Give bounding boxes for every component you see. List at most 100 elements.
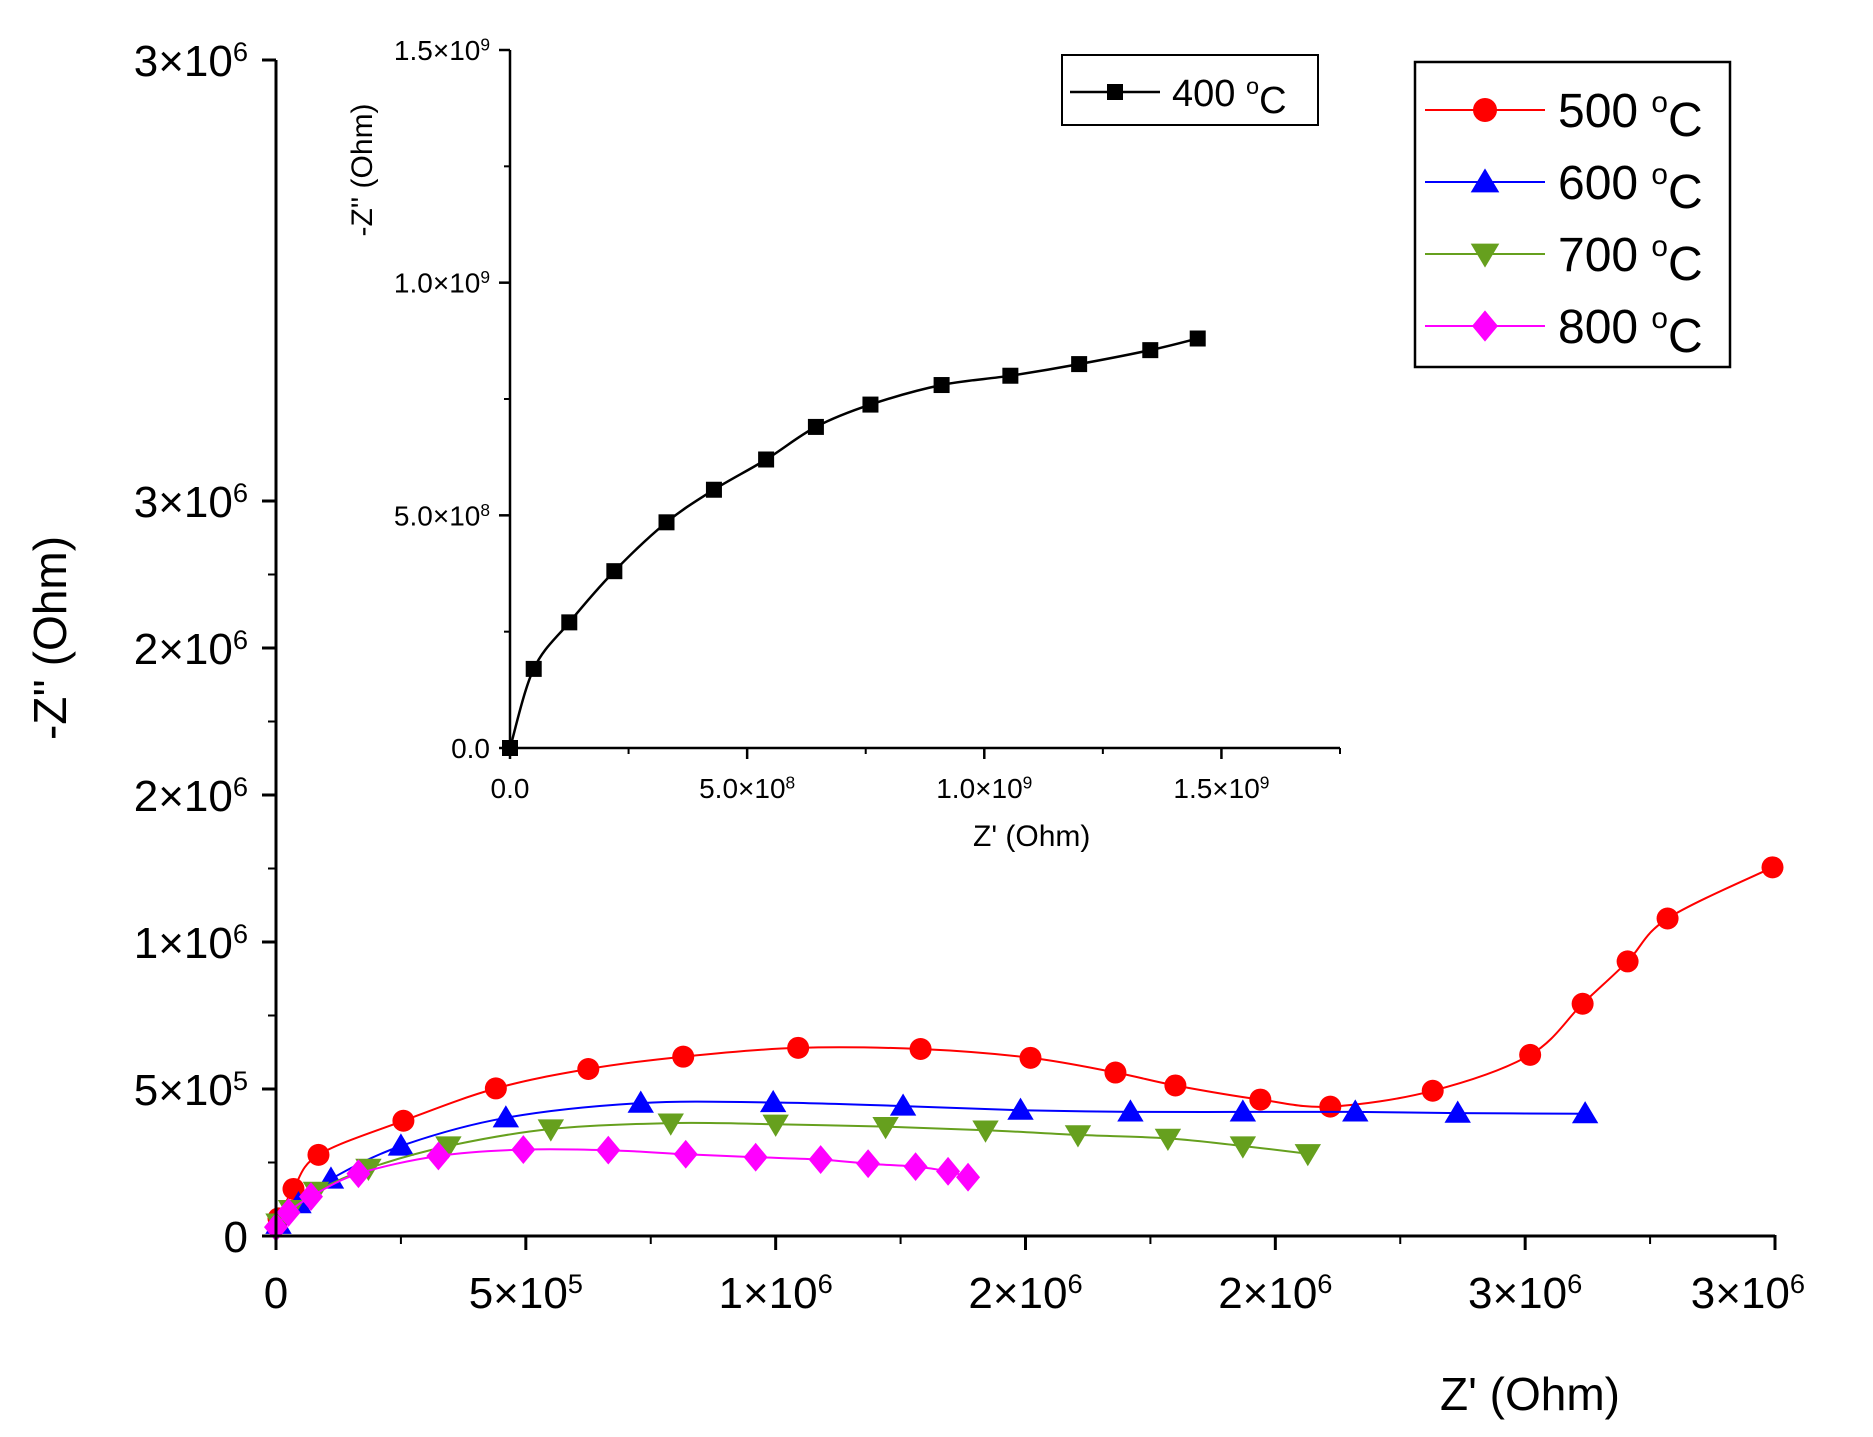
data-point-800 — [298, 1182, 323, 1212]
inset-x-tick-label: 1.0×109 — [936, 772, 1032, 804]
data-point-500 — [1164, 1074, 1187, 1097]
data-point-500 — [1249, 1088, 1272, 1111]
inset-data-point-400 — [758, 451, 775, 468]
data-point-600 — [1007, 1097, 1034, 1120]
inset-y-tick-label: 0.0 — [451, 733, 490, 764]
main-ticks: 0 5×105 1×106 2×106 2×106 3×106 3×106 0 5×105 1×1… — [134, 36, 1805, 1318]
data-point-500 — [909, 1038, 932, 1061]
inset-x-tick-label: 1.5×109 — [1173, 772, 1269, 804]
inset-data-point-400 — [1189, 330, 1206, 347]
y-tick-label: 1×106 — [134, 918, 248, 968]
legend-label-600: 600 oC — [1558, 157, 1703, 219]
inset-axes — [508, 50, 1340, 750]
x-tick-label: 5×105 — [469, 1268, 583, 1318]
data-point-500 — [1421, 1079, 1444, 1102]
data-point-800 — [808, 1145, 833, 1174]
legend-marker-600 — [1470, 168, 1500, 193]
y-tick-label: 2×106 — [134, 771, 248, 821]
inset-data-point-400 — [658, 514, 675, 531]
main-plot: 0 5×105 1×106 2×106 2×106 3×106 3×106 0 5×105 1×1… — [134, 36, 1805, 1318]
inset-x-tick-label: 5.0×108 — [699, 772, 795, 804]
inset-x-tick-label: 0.0 — [491, 773, 530, 804]
inset-plot: 0.0 5.0×108 1.0×109 1.5×109 0.0 5.0×108 1.0×10… — [394, 34, 1341, 804]
inset-legend-label-400: 400 oC — [1172, 73, 1287, 122]
data-point-500 — [392, 1109, 415, 1132]
legend-marker-800 — [1472, 310, 1498, 342]
legend-label-700: 700 oC — [1558, 229, 1703, 291]
data-point-800 — [426, 1141, 451, 1171]
inset-y-tick-label: 1.0×109 — [394, 267, 490, 299]
data-point-500 — [672, 1045, 695, 1068]
inset-ticks: 0.0 5.0×108 1.0×109 1.5×109 0.0 5.0×108 1.0×10… — [394, 34, 1341, 804]
data-point-600 — [1571, 1101, 1599, 1124]
y-tick-label: 0 — [224, 1213, 248, 1262]
inset-data-point-400 — [1142, 342, 1159, 359]
x-tick-label: 3×106 — [1468, 1268, 1582, 1318]
data-point-600 — [1229, 1099, 1257, 1122]
data-point-800 — [903, 1152, 928, 1182]
inset-y-axis-title: -Z'' (Ohm) — [346, 103, 379, 236]
x-tick-label: 1×106 — [719, 1268, 833, 1318]
data-point-800 — [956, 1162, 981, 1192]
data-point-600 — [1444, 1100, 1471, 1123]
x-tick-label: 2×106 — [1218, 1268, 1332, 1318]
data-point-600 — [1342, 1099, 1369, 1122]
inset-data-point-400 — [933, 377, 950, 394]
data-point-500 — [1656, 907, 1679, 930]
inset-data-point-400 — [1071, 356, 1088, 373]
inset-data-point-400 — [525, 660, 542, 677]
data-point-500 — [307, 1143, 330, 1166]
inset-data-point-400 — [705, 481, 722, 498]
data-point-500 — [1761, 856, 1784, 879]
data-point-700 — [972, 1120, 999, 1143]
inset-legend-marker-400 — [1107, 84, 1123, 100]
legend-label-800: 800 oC — [1558, 301, 1703, 363]
data-point-800 — [673, 1139, 698, 1169]
data-point-800 — [743, 1142, 768, 1172]
data-point-700 — [762, 1114, 789, 1137]
x-tick-label: 0 — [264, 1269, 288, 1318]
data-point-800 — [276, 1198, 301, 1227]
data-point-600 — [1117, 1099, 1144, 1122]
inset-y-tick-label: 1.5×109 — [394, 34, 490, 66]
inset-series-layer — [502, 330, 1206, 756]
data-point-500 — [484, 1077, 507, 1100]
data-point-700 — [1294, 1144, 1322, 1167]
y-tick-label: 3×106 — [134, 36, 248, 86]
data-point-700 — [1154, 1128, 1182, 1151]
data-point-700 — [1229, 1136, 1257, 1159]
data-point-500 — [1571, 992, 1594, 1015]
legend-box — [1413, 60, 1732, 369]
y-axis-title: -Z'' (Ohm) — [24, 536, 76, 740]
inset-data-point-400 — [862, 396, 879, 413]
inset-y-tick-label: 5.0×108 — [394, 500, 490, 532]
data-point-700 — [435, 1136, 462, 1159]
data-point-500 — [1104, 1061, 1127, 1084]
data-point-600 — [627, 1090, 654, 1113]
data-point-500 — [1019, 1046, 1042, 1069]
x-axis-title: Z' (Ohm) — [1440, 1368, 1620, 1420]
data-point-500 — [787, 1036, 810, 1059]
series-line-700 — [277, 1121, 1308, 1224]
data-point-800 — [596, 1135, 621, 1165]
x-tick-label: 3×106 — [1691, 1268, 1805, 1318]
data-point-700 — [1064, 1125, 1092, 1148]
data-point-800 — [511, 1135, 536, 1164]
inset-legend: 400 oC — [1061, 54, 1319, 126]
inset-data-point-400 — [1002, 367, 1019, 384]
data-point-800 — [346, 1159, 371, 1189]
data-point-500 — [1616, 950, 1639, 973]
data-point-500 — [1319, 1095, 1342, 1118]
data-point-600 — [492, 1105, 520, 1128]
main-legend: 500 oC 600 oC 700 oC 800 oC — [1413, 60, 1732, 369]
inset-series-line-400 — [508, 337, 1198, 749]
inset-data-point-400 — [606, 563, 623, 580]
x-tick-label: 2×106 — [968, 1268, 1082, 1318]
data-point-500 — [577, 1058, 600, 1081]
series-line-600 — [277, 1100, 1586, 1225]
legend-marker-700 — [1470, 243, 1500, 268]
data-point-600 — [387, 1133, 415, 1156]
data-point-500 — [1519, 1043, 1542, 1066]
data-point-600 — [759, 1089, 787, 1113]
